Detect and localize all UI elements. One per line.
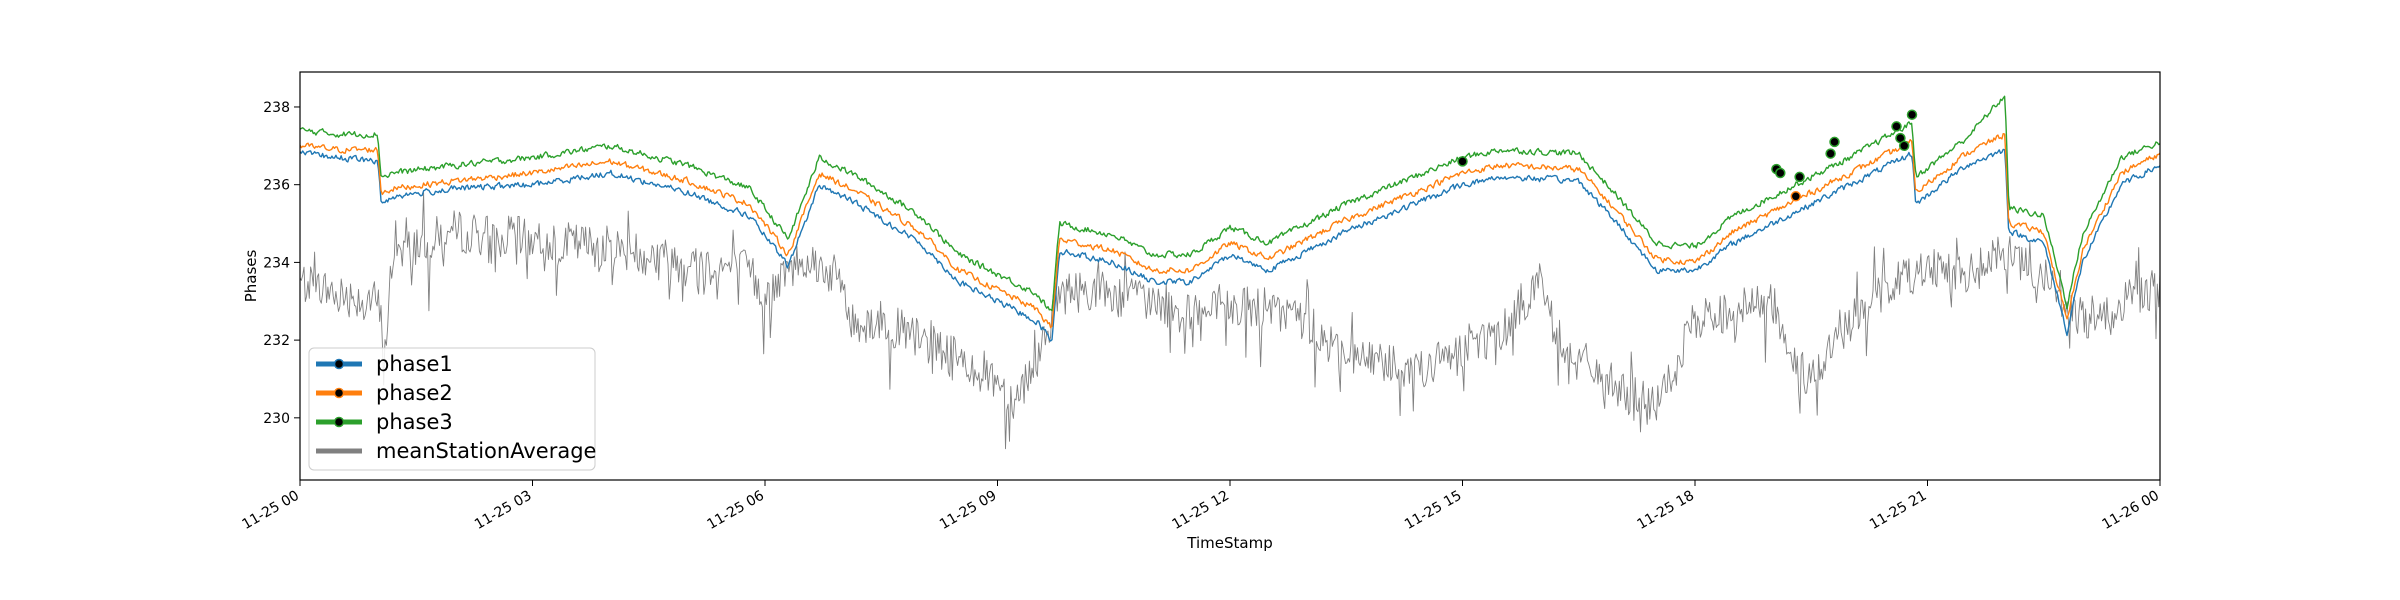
y-axis-label: Phases [242, 250, 260, 303]
series-line-phase3 [300, 95, 2160, 312]
marker-phase3-9 [1906, 109, 1918, 120]
series-line-phase2 [300, 132, 2160, 329]
y-tick-label: 238 [263, 100, 290, 116]
series-layer [300, 95, 2160, 450]
y-tick-label: 236 [263, 178, 290, 194]
marker-phase3-5 [1829, 136, 1840, 148]
marker-phase2-0 [1790, 191, 1802, 202]
legend-label-phase1: phase1 [376, 352, 453, 376]
marker-phase3-3 [1794, 171, 1805, 183]
marker-phase3-8 [1898, 140, 1910, 152]
legend-marker-phase3 [333, 416, 345, 428]
marker-phase3-2 [1775, 167, 1786, 179]
legend: phase1 phase2 phase3 meanStationAverage [308, 347, 596, 471]
series-line-phase1 [300, 148, 2160, 342]
legend-label-phase2: phase2 [376, 381, 453, 405]
marker-layer [1457, 109, 1918, 202]
marker-phase3-0 [1457, 156, 1468, 167]
y-tick-label: 232 [263, 333, 290, 349]
y-axis: 230 232 234 236 238 [263, 100, 300, 427]
marker-phase3-4 [1825, 148, 1836, 159]
legend-label-meanStationAverage: meanStationAverage [376, 439, 596, 463]
legend-marker-phase1 [333, 358, 345, 370]
marker-phase3-6 [1891, 121, 1902, 132]
x-axis-label: TimeStamp [1186, 534, 1272, 552]
legend-box [308, 347, 596, 471]
legend-label-phase3: phase3 [376, 410, 453, 434]
y-tick-label: 230 [263, 411, 290, 427]
y-tick-label: 234 [263, 255, 290, 271]
legend-marker-phase2 [333, 387, 345, 399]
series-line-meanStationAverage [300, 192, 2160, 450]
